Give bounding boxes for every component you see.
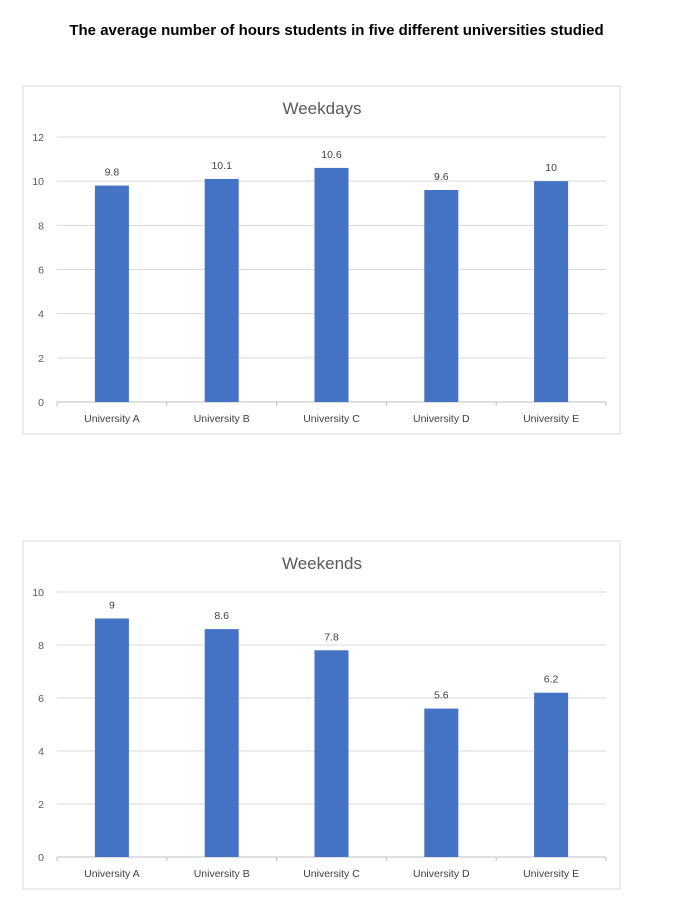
weekdays-data-label: 9.6 [434, 171, 449, 183]
weekdays-data-labels: 9.8 10.1 10.6 9.6 10 [105, 149, 558, 183]
weekends-data-label: 5.6 [434, 690, 449, 702]
weekends-category-label: University E [523, 868, 579, 880]
weekends-bar [424, 708, 459, 857]
weekdays-y-tick-label: 8 [38, 220, 44, 232]
weekdays-data-label: 9.8 [105, 167, 120, 179]
weekdays-category-label: University D [413, 413, 470, 425]
weekends-category-labels: University A University B University C Univ… [84, 868, 579, 880]
weekends-bar [534, 692, 569, 857]
weekends-data-labels: 9 8.6 7.8 5.6 6.2 [109, 600, 559, 702]
weekends-chart: Weekends 0 2 4 6 8 10 9 8.6 7.8 5.6 6.2 Universit… [22, 540, 621, 890]
weekdays-y-tick-label: 4 [38, 309, 44, 321]
weekdays-chart-title: Weekdays [282, 99, 361, 118]
weekdays-data-label: 10.6 [321, 149, 342, 161]
weekdays-bar [534, 181, 569, 402]
weekends-y-tick-label: 4 [38, 746, 44, 758]
weekdays-y-tick-label: 10 [32, 176, 44, 188]
weekdays-category-label: University B [194, 413, 250, 425]
weekends-data-label: 7.8 [324, 631, 339, 643]
weekdays-data-label: 10 [545, 162, 557, 174]
weekdays-data-label: 10.1 [211, 160, 232, 172]
weekdays-bars [94, 167, 569, 402]
weekends-chart-title: Weekends [282, 554, 362, 573]
weekdays-y-tick-label: 6 [38, 265, 44, 277]
weekdays-category-labels: University A University B University C Univ… [84, 413, 579, 425]
weekends-bar [204, 629, 239, 857]
weekends-y-tick-label: 6 [38, 693, 44, 705]
weekdays-y-tick-label: 2 [38, 353, 44, 365]
weekdays-y-ticks: 0 2 4 6 8 10 12 [32, 132, 44, 409]
weekends-category-label: University B [194, 868, 250, 880]
weekends-category-label: University A [84, 868, 139, 880]
weekdays-y-tick-label: 0 [38, 397, 44, 409]
weekends-data-label: 8.6 [214, 610, 229, 622]
weekends-y-tick-label: 10 [32, 587, 44, 599]
weekends-bar [314, 650, 349, 857]
weekdays-bar [204, 178, 239, 402]
weekdays-chart: Weekdays 0 2 4 6 8 10 12 9.8 10.1 10.6 9.6 10 Univ… [22, 85, 621, 435]
weekdays-y-tick-label: 12 [32, 132, 44, 144]
weekdays-bar [314, 167, 349, 402]
weekends-bars [94, 618, 569, 857]
weekends-bar [94, 618, 129, 857]
weekends-data-label: 9 [109, 600, 115, 612]
weekends-y-ticks: 0 2 4 6 8 10 [32, 587, 44, 864]
weekdays-bar [424, 190, 459, 402]
weekdays-bar [94, 185, 129, 402]
page-title: The average number of hours students in … [69, 22, 604, 39]
weekends-y-tick-label: 0 [38, 852, 44, 864]
weekends-y-tick-label: 2 [38, 799, 44, 811]
weekends-y-tick-label: 8 [38, 640, 44, 652]
weekdays-category-label: University C [303, 413, 360, 425]
weekends-category-label: University C [303, 868, 360, 880]
weekdays-category-label: University A [84, 413, 139, 425]
weekends-data-label: 6.2 [544, 674, 559, 686]
weekdays-category-label: University E [523, 413, 579, 425]
weekends-category-label: University D [413, 868, 470, 880]
